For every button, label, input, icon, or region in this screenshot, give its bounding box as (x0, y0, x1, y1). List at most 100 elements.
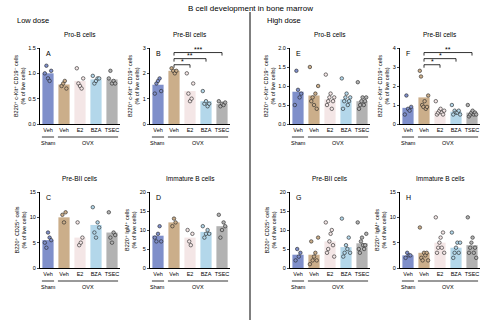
svg-text:20: 20 (280, 189, 286, 195)
svg-text:Sham: Sham (291, 284, 306, 290)
svg-text:Pre-BII cells: Pre-BII cells (312, 175, 348, 182)
svg-text:Pre-BI cells: Pre-BI cells (173, 31, 207, 38)
svg-text:1: 1 (393, 102, 396, 108)
svg-text:E2: E2 (187, 127, 194, 133)
svg-text:A: A (46, 50, 51, 57)
svg-text:1.0: 1.0 (278, 83, 286, 89)
svg-text:15: 15 (30, 189, 36, 195)
svg-text:0.5: 0.5 (28, 96, 36, 102)
svg-text:BZA: BZA (341, 271, 352, 277)
svg-text:Immature B cells: Immature B cells (166, 175, 215, 182)
svg-text:4: 4 (393, 45, 396, 51)
svg-text:Sham: Sham (41, 140, 56, 146)
svg-text:5: 5 (33, 240, 36, 246)
svg-text:*: * (181, 58, 184, 65)
svg-text:***: *** (194, 46, 202, 53)
svg-text:1: 1 (143, 96, 146, 102)
svg-text:TSEC: TSEC (215, 271, 230, 277)
svg-text:Sham: Sham (41, 284, 56, 290)
svg-text:BZA: BZA (91, 271, 102, 277)
svg-text:B220⁺ IgM⁺ cells(% of live cel: B220⁺ IgM⁺ cells(% of live cells) (124, 209, 137, 251)
svg-text:BZA: BZA (91, 127, 102, 133)
svg-text:E2: E2 (437, 127, 444, 133)
svg-text:Veh: Veh (403, 127, 412, 133)
svg-text:*: * (431, 58, 434, 65)
svg-text:B220⁺ c-Kit⁺ CD19⁺ cells(% of: B220⁺ c-Kit⁺ CD19⁺ cells(% of live cells… (377, 55, 390, 117)
svg-text:Pro-B cells: Pro-B cells (314, 31, 346, 38)
svg-text:Veh: Veh (293, 271, 302, 277)
svg-text:10: 10 (390, 214, 396, 220)
svg-text:B220⁺ c-Kit⁺ CD19⁺ cells(% of: B220⁺ c-Kit⁺ CD19⁺ cells(% of live cells… (127, 55, 140, 117)
svg-text:OVX: OVX (332, 140, 344, 146)
svg-text:BZA: BZA (201, 127, 212, 133)
svg-text:TSEC: TSEC (465, 271, 480, 277)
svg-text:0: 0 (393, 265, 396, 271)
svg-text:0.5: 0.5 (278, 102, 286, 108)
svg-text:0: 0 (143, 265, 146, 271)
svg-text:BZA: BZA (341, 127, 352, 133)
svg-text:5: 5 (143, 246, 146, 252)
svg-text:TSEC: TSEC (105, 271, 120, 277)
svg-text:TSEC: TSEC (215, 127, 230, 133)
svg-text:1.0: 1.0 (28, 70, 36, 76)
svg-text:G: G (296, 194, 301, 201)
svg-text:E2: E2 (187, 271, 194, 277)
svg-text:OVX: OVX (442, 284, 454, 290)
svg-text:0: 0 (283, 265, 286, 271)
svg-text:OVX: OVX (82, 284, 94, 290)
svg-text:15: 15 (390, 189, 396, 195)
svg-text:Veh: Veh (153, 127, 162, 133)
svg-text:B220⁺ c-Kit⁺ CD19⁻ cells(% of: B220⁺ c-Kit⁺ CD19⁻ cells(% of live cells… (263, 55, 276, 117)
svg-text:Veh: Veh (169, 127, 178, 133)
svg-text:BZA: BZA (451, 271, 462, 277)
svg-text:B220⁺ CD25⁺ cells(% of live ce: B220⁺ CD25⁺ cells(% of live cells) (14, 206, 27, 253)
svg-text:E2: E2 (77, 127, 84, 133)
svg-text:BZA: BZA (201, 271, 212, 277)
svg-text:15: 15 (280, 208, 286, 214)
svg-text:Sham: Sham (291, 140, 306, 146)
svg-text:TSEC: TSEC (105, 127, 120, 133)
svg-text:H: H (406, 194, 411, 201)
svg-text:1.5: 1.5 (28, 45, 36, 51)
svg-text:OVX: OVX (192, 140, 204, 146)
svg-text:3: 3 (143, 45, 146, 51)
svg-text:0: 0 (143, 121, 146, 127)
svg-text:Sham: Sham (150, 140, 165, 146)
svg-text:Pre-BII cells: Pre-BII cells (62, 175, 98, 182)
svg-text:**: ** (445, 46, 451, 53)
svg-text:F: F (406, 50, 410, 57)
svg-text:E: E (296, 50, 301, 57)
svg-text:B220⁺ IgM⁺ cells(% of live cel: B220⁺ IgM⁺ cells(% of live cells) (374, 209, 387, 251)
svg-text:*: * (439, 52, 442, 59)
svg-text:0: 0 (393, 121, 396, 127)
svg-text:TSEC: TSEC (465, 127, 480, 133)
svg-text:0: 0 (33, 265, 36, 271)
svg-text:Low dose: Low dose (17, 16, 49, 25)
svg-text:Pro-B cells: Pro-B cells (64, 31, 96, 38)
svg-text:Sham: Sham (401, 284, 416, 290)
svg-text:Veh: Veh (419, 271, 428, 277)
svg-text:E2: E2 (77, 271, 84, 277)
svg-text:15: 15 (140, 208, 146, 214)
svg-text:B: B (156, 50, 161, 57)
svg-text:0.0: 0.0 (28, 121, 36, 127)
svg-text:OVX: OVX (442, 140, 454, 146)
svg-text:10: 10 (30, 214, 36, 220)
svg-text:Veh: Veh (59, 127, 68, 133)
svg-text:E2: E2 (437, 271, 444, 277)
svg-text:Veh: Veh (309, 271, 318, 277)
svg-text:C: C (46, 194, 51, 201)
svg-text:TSEC: TSEC (355, 271, 370, 277)
svg-text:5: 5 (283, 246, 286, 252)
svg-text:B220⁺ c-Kit⁺ CD19⁻ cells(% of: B220⁺ c-Kit⁺ CD19⁻ cells(% of live cells… (13, 55, 26, 117)
svg-text:20: 20 (140, 189, 146, 195)
svg-text:1.5: 1.5 (278, 64, 286, 70)
svg-text:2: 2 (393, 83, 396, 89)
svg-text:Immature B cells: Immature B cells (416, 175, 465, 182)
svg-text:E2: E2 (327, 271, 334, 277)
svg-text:Veh: Veh (43, 127, 52, 133)
svg-text:TSEC: TSEC (355, 127, 370, 133)
svg-text:BZA: BZA (451, 127, 462, 133)
svg-text:2: 2 (143, 70, 146, 76)
svg-text:Veh: Veh (419, 127, 428, 133)
